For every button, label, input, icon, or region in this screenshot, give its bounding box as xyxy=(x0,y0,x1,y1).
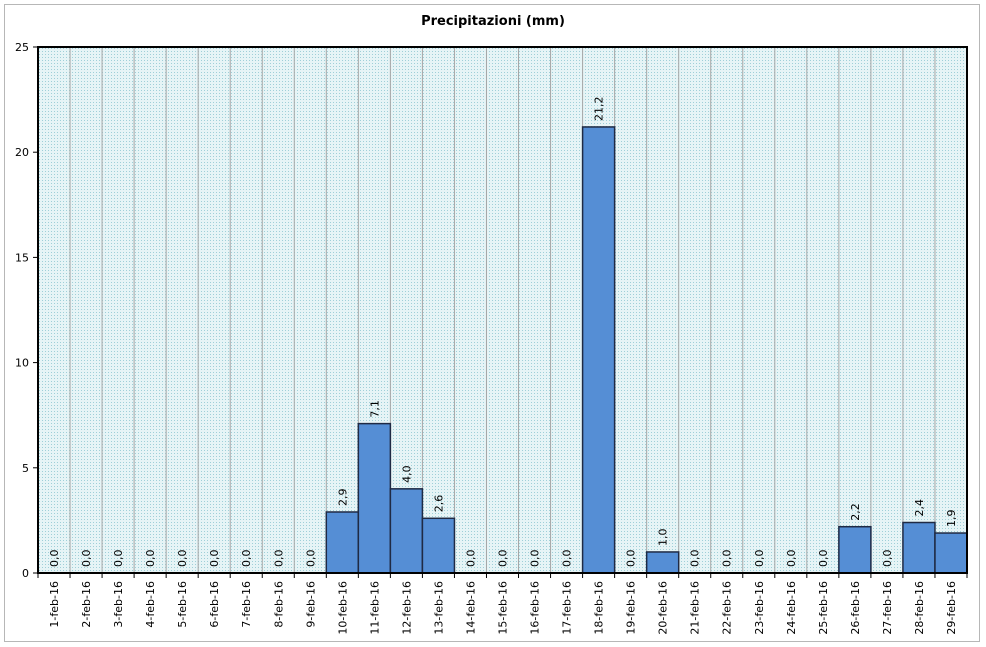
data-label: 0,0 xyxy=(561,550,574,568)
x-tick-label: 2-feb-16 xyxy=(80,581,93,628)
data-label: 0,0 xyxy=(176,550,189,568)
x-tick-label: 14-feb-16 xyxy=(464,581,477,635)
data-label: 0,0 xyxy=(272,550,285,568)
x-tick-label: 1-feb-16 xyxy=(48,581,61,628)
data-label: 21,2 xyxy=(593,96,606,121)
x-tick-label: 10-feb-16 xyxy=(336,581,349,635)
x-tick-label: 24-feb-16 xyxy=(785,581,798,635)
data-label: 7,1 xyxy=(368,400,381,418)
x-tick-label: 28-feb-16 xyxy=(913,581,926,635)
bar xyxy=(357,422,392,574)
data-label: 0,0 xyxy=(721,550,734,568)
x-tick-label: 18-feb-16 xyxy=(593,581,606,635)
bar xyxy=(389,488,424,574)
data-label: 2,6 xyxy=(432,495,445,513)
data-label: 4,0 xyxy=(400,465,413,483)
x-tick-label: 13-feb-16 xyxy=(432,581,445,635)
x-tick-label: 11-feb-16 xyxy=(368,581,381,635)
bars xyxy=(325,126,968,574)
x-tick-label: 9-feb-16 xyxy=(304,581,317,628)
x-tick-label: 27-feb-16 xyxy=(881,581,894,635)
data-label: 0,0 xyxy=(529,550,542,568)
data-label: 0,0 xyxy=(881,550,894,568)
data-label: 1,0 xyxy=(657,528,670,546)
data-label: 2,4 xyxy=(913,499,926,517)
plot-border xyxy=(37,46,968,574)
x-tick-label: 4-feb-16 xyxy=(144,581,157,628)
y-tick-label: 15 xyxy=(15,251,29,264)
x-tick-label: 16-feb-16 xyxy=(529,581,542,635)
data-label: 2,2 xyxy=(849,503,862,521)
x-tick-label: 19-feb-16 xyxy=(625,581,638,635)
bar xyxy=(645,551,680,574)
x-tick-label: 5-feb-16 xyxy=(176,581,189,628)
x-tick-label: 17-feb-16 xyxy=(561,581,574,635)
data-labels: 0,0 0,0 0,0 0,0 0,0 0,0 0,0 0,0 0,0 2,9 7,1 4,0 2,6 0… xyxy=(48,96,958,567)
data-label: 0,0 xyxy=(785,550,798,568)
x-tick-label: 7-feb-16 xyxy=(240,581,253,628)
y-tick-label: 10 xyxy=(15,357,29,370)
y-tick-label: 5 xyxy=(22,462,29,475)
x-tick-label: 23-feb-16 xyxy=(753,581,766,635)
bar xyxy=(581,126,616,574)
bar xyxy=(934,532,968,574)
x-tick-label: 22-feb-16 xyxy=(721,581,734,635)
data-label: 0,0 xyxy=(208,550,221,568)
chart-title: Precipitazioni (mm) xyxy=(421,14,565,29)
y-axis: 0 5 10 15 20 25 xyxy=(15,41,38,580)
data-label: 2,9 xyxy=(336,488,349,506)
data-label: 0,0 xyxy=(497,550,510,568)
plot-area xyxy=(38,47,967,573)
y-tick-label: 25 xyxy=(15,41,29,54)
y-tick-label: 20 xyxy=(15,146,29,159)
data-label: 0,0 xyxy=(304,550,317,568)
data-label: 0,0 xyxy=(240,550,253,568)
x-tick-label: 25-feb-16 xyxy=(817,581,830,635)
x-tick-label: 12-feb-16 xyxy=(400,581,413,635)
data-label: 0,0 xyxy=(625,550,638,568)
data-label: 0,0 xyxy=(144,550,157,568)
bar xyxy=(838,525,872,574)
data-label: 1,9 xyxy=(945,510,958,528)
data-label: 0,0 xyxy=(80,550,93,568)
data-label: 0,0 xyxy=(689,550,702,568)
x-tick-label: 21-feb-16 xyxy=(689,581,702,635)
x-tick-label: 8-feb-16 xyxy=(272,581,285,628)
y-tick-label: 0 xyxy=(22,567,29,580)
data-label: 0,0 xyxy=(464,550,477,568)
bar xyxy=(902,521,936,574)
x-tick-label: 15-feb-16 xyxy=(497,581,510,635)
x-axis: 1-feb-16 2-feb-16 3-feb-16 4-feb-16 5-feb-16… xyxy=(37,573,968,635)
data-label: 0,0 xyxy=(48,550,61,568)
bar xyxy=(325,511,360,574)
data-label: 0,0 xyxy=(753,550,766,568)
data-label: 0,0 xyxy=(817,550,830,568)
data-label: 0,0 xyxy=(112,550,125,568)
bar xyxy=(421,517,456,574)
x-tick-label: 26-feb-16 xyxy=(849,581,862,635)
x-tick-label: 20-feb-16 xyxy=(657,581,670,635)
x-tick-label: 29-feb-16 xyxy=(945,581,958,635)
x-tick-label: 3-feb-16 xyxy=(112,581,125,628)
x-tick-label: 6-feb-16 xyxy=(208,581,221,628)
